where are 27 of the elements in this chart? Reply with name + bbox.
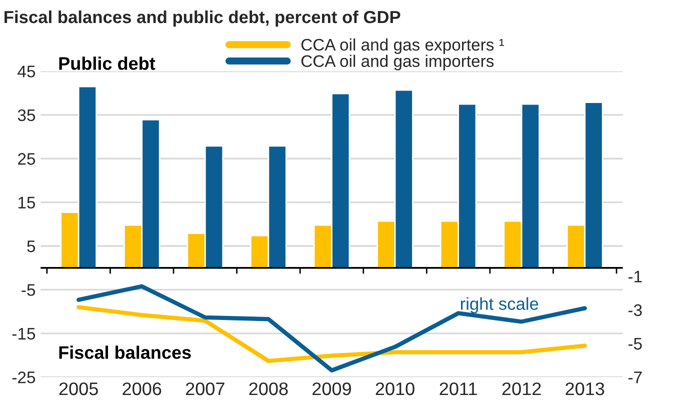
chart-title: Fiscal balances and public debt, percent of GDP xyxy=(4,10,400,27)
y2-tick-label: -1 xyxy=(628,270,642,282)
y2-tick-label: -5 xyxy=(628,338,642,350)
x-tick-label: 2006 xyxy=(122,382,162,396)
legend-label: CCA oil and gas importers xyxy=(301,54,494,70)
x-tick-label: 2005 xyxy=(59,382,98,396)
annotation: Fiscal balances xyxy=(59,346,191,359)
text: Public debt xyxy=(59,56,156,70)
x-tick-label: 2010 xyxy=(376,382,414,396)
x-tick-label: 2007 xyxy=(186,382,224,396)
y-tick-label: 15 xyxy=(18,196,36,209)
y-tick-label: 35 xyxy=(18,109,36,122)
x-tick-label: 2013 xyxy=(566,382,604,396)
y-tick-label: -25 xyxy=(12,372,36,384)
annotation: right scale xyxy=(460,297,538,314)
x-tick-label: 2009 xyxy=(312,382,351,396)
y-tick-label: 25 xyxy=(18,153,36,165)
x-tick-label: 2012 xyxy=(502,382,541,396)
y2-tick-label: -3 xyxy=(628,304,642,316)
y-tick-label: 45 xyxy=(18,66,36,78)
y2-tick-label: -7 xyxy=(628,372,642,384)
y-tick-label: -15 xyxy=(12,328,36,340)
x-tick-label: 2011 xyxy=(440,382,477,396)
y-tick-label: -5 xyxy=(22,284,36,296)
y-tick-label: 5 xyxy=(27,240,36,252)
x-tick-label: 2008 xyxy=(249,382,288,396)
legend-label: CCA oil and gas exporters ¹ xyxy=(301,38,504,54)
